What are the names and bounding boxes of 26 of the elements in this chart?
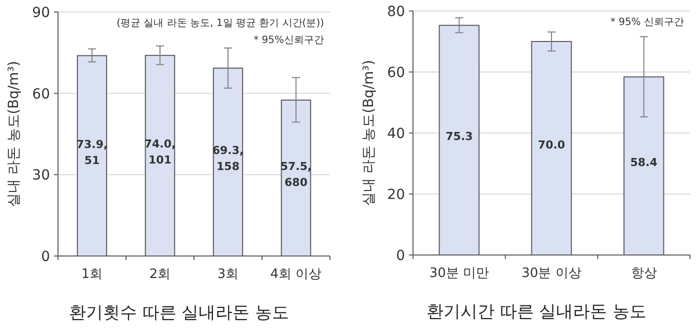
x-tick-label: 항상 xyxy=(630,266,657,281)
data-label: 70.0 xyxy=(538,138,566,152)
y-tick-label: 0 xyxy=(396,248,405,264)
annotation: * 95%신뢰구간 xyxy=(254,35,324,46)
x-tick-label: 30분 이상 xyxy=(522,266,582,281)
y-tick-label: 30 xyxy=(32,168,50,184)
y-tick-label: 60 xyxy=(32,86,50,102)
y-tick-label: 90 xyxy=(32,5,50,21)
data-label: 75.3 xyxy=(446,130,473,144)
y-axis-title: 실내 라돈 농도(Bq/m³) xyxy=(6,60,22,208)
y-tick-label: 20 xyxy=(387,187,405,203)
annotation: * 95% 신뢰구간 xyxy=(610,17,684,28)
y-tick-label: 80 xyxy=(387,4,405,20)
data-label: 58.4 xyxy=(630,156,658,169)
y-axis-title: 실내 라돈 농도(Bq/m³) xyxy=(361,60,377,206)
x-tick-label: 4회 이상 xyxy=(270,267,322,282)
annotation: (평균 실내 라돈 농도, 1일 평균 환기 시간(분)) xyxy=(116,18,324,29)
y-tick-label: 40 xyxy=(387,126,405,142)
x-tick-label: 3회 xyxy=(217,267,239,282)
text: 환기시간 따른 실내라돈 농도 xyxy=(426,302,647,322)
x-tick-label: 30분 미만 xyxy=(429,266,490,281)
x-tick-label: 1회 xyxy=(81,267,103,282)
text: 환기횟수 따른 실내라돈 농도 xyxy=(68,303,290,323)
y-tick-label: 0 xyxy=(41,249,50,265)
x-tick-label: 2회 xyxy=(149,267,171,282)
y-tick-label: 60 xyxy=(387,65,405,81)
